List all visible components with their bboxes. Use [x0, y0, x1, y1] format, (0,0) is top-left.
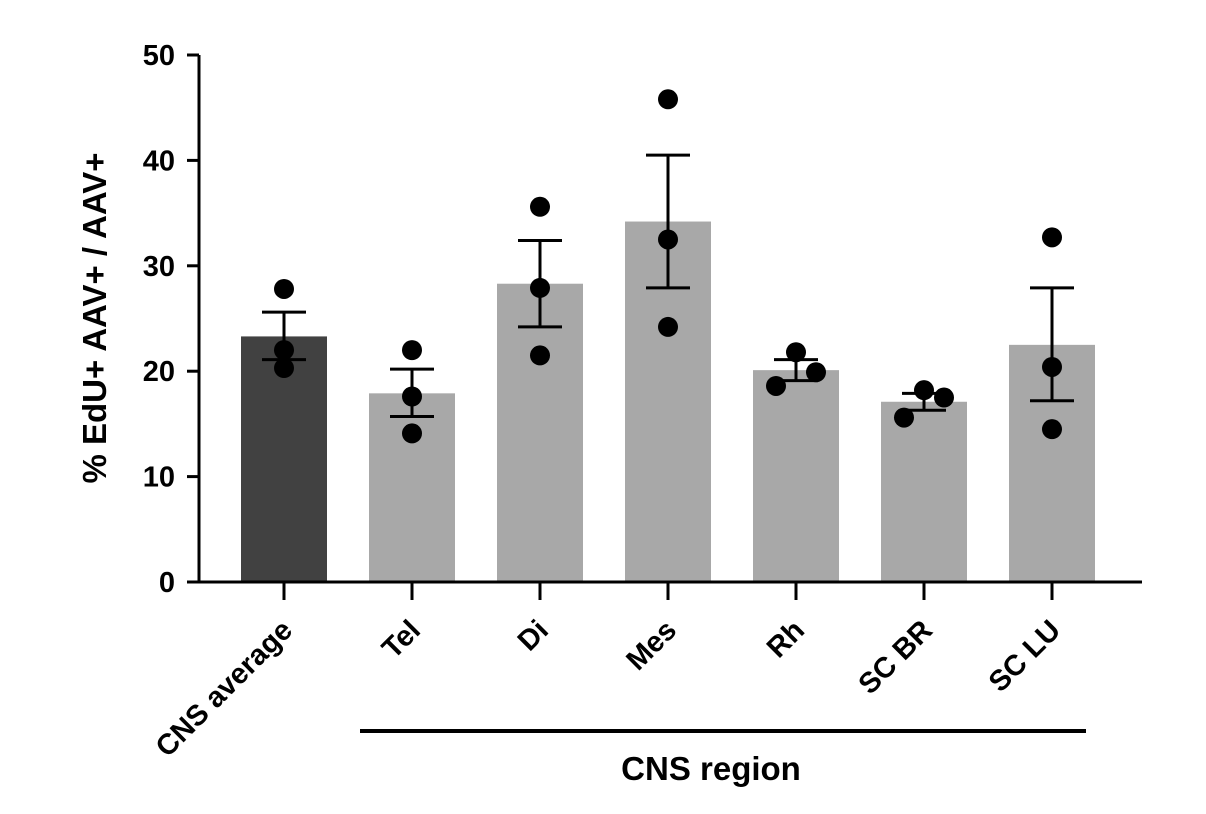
data-point	[530, 277, 550, 298]
y-tick-label: 20	[143, 356, 175, 388]
data-point	[274, 340, 294, 361]
data-point	[658, 229, 678, 250]
data-point	[658, 316, 678, 337]
data-point	[1042, 227, 1062, 248]
bar	[753, 370, 839, 582]
data-point	[914, 380, 934, 401]
data-point	[766, 375, 786, 396]
y-axis-title: % EdU+ AAV+ / AAV+	[76, 153, 113, 484]
data-point	[934, 387, 954, 408]
bar	[881, 401, 967, 582]
y-tick-label: 30	[143, 251, 175, 283]
group-label: CNS region	[621, 750, 801, 787]
bar	[369, 393, 455, 582]
y-tick-label: 10	[143, 462, 175, 494]
x-tick-label: Rh	[761, 614, 811, 664]
data-point	[402, 386, 422, 407]
y-tick-label: 50	[143, 40, 175, 72]
x-tick-label: SC LU	[983, 614, 1067, 698]
data-point	[530, 345, 550, 366]
data-point	[1042, 419, 1062, 440]
x-tick-label: Di	[512, 614, 555, 657]
data-point	[274, 278, 294, 299]
data-point	[786, 342, 806, 363]
x-tick-label: Tel	[376, 614, 427, 665]
x-tick-label: CNS average	[150, 614, 299, 763]
data-point	[894, 407, 914, 428]
data-point	[530, 196, 550, 217]
x-tick-label: SC BR	[853, 614, 939, 700]
y-tick-label: 0	[159, 567, 175, 599]
data-point	[806, 362, 826, 383]
data-point	[402, 423, 422, 444]
data-point	[658, 89, 678, 110]
y-tick-label: 40	[143, 145, 175, 177]
bar	[497, 283, 583, 582]
data-point	[402, 340, 422, 361]
data-point	[274, 358, 294, 379]
data-point	[1042, 356, 1062, 377]
x-tick-label: Mes	[620, 614, 683, 677]
